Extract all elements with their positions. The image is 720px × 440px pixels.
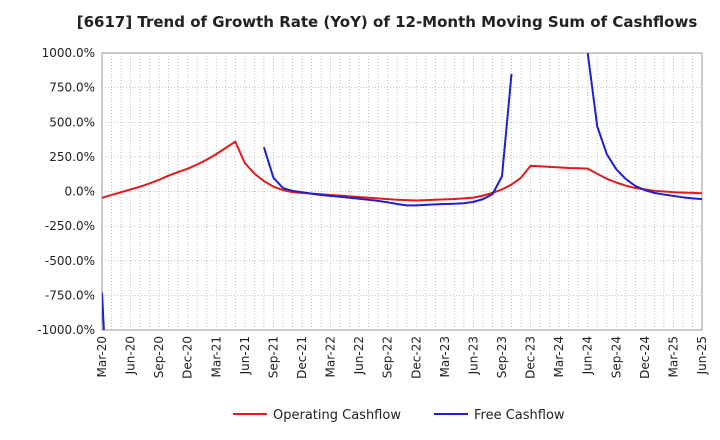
legend-label-operating-cashflow: Operating Cashflow	[273, 408, 401, 423]
y-tick-label: 500.0%	[49, 115, 95, 129]
x-tick-label: Mar-25	[666, 336, 680, 377]
y-tick-label: -1000.0%	[37, 323, 95, 337]
y-tick-label: -500.0%	[45, 254, 95, 268]
y-tick-label: 750.0%	[49, 81, 95, 95]
series-line-free-cashflow	[262, 73, 513, 207]
legend: Operating Cashflow Free Cashflow	[233, 408, 565, 423]
plot-area: 1000.0% 750.0% 500.0% 250.0% 0.0% -250.0% -500…	[37, 46, 709, 379]
legend-label-free-cashflow: Free Cashflow	[474, 408, 565, 423]
x-tick-label: Dec-23	[524, 336, 538, 379]
x-tick-label: Sep-21	[266, 336, 280, 378]
x-tick-label: Sep-23	[495, 336, 509, 378]
x-tick-label: Dec-20	[181, 336, 195, 379]
x-tick-label: Dec-24	[638, 336, 652, 379]
x-tick-label: Jun-23	[466, 336, 480, 375]
x-tick-label: Jun-22	[352, 336, 366, 375]
x-tick-label: Jun-21	[238, 336, 252, 375]
series-line-operating-cashflow	[102, 140, 702, 202]
x-tick-label: Sep-24	[609, 336, 623, 378]
series-line-free-cashflow	[586, 53, 702, 201]
x-tick-label: Mar-22	[324, 336, 338, 377]
y-tick-label: -750.0%	[45, 288, 95, 302]
x-tick-label: Mar-20	[95, 336, 109, 377]
y-tick-label: 1000.0%	[42, 46, 95, 60]
x-tick-label: Jun-25	[695, 336, 709, 375]
x-tick-label: Sep-20	[152, 336, 166, 378]
chart-title: [6617] Trend of Growth Rate (YoY) of 12-…	[77, 13, 698, 31]
series-line-free-cashflow	[102, 292, 105, 330]
x-tick-label: Dec-22	[409, 336, 423, 379]
x-tick-label: Jun-20	[124, 336, 138, 375]
x-tick-label: Mar-24	[552, 336, 566, 377]
x-tick-label: Jun-24	[581, 336, 595, 375]
y-tick-label: 0.0%	[65, 185, 96, 199]
y-tick-label: -250.0%	[45, 219, 95, 233]
x-tick-label: Sep-22	[381, 336, 395, 378]
x-tick-label: Mar-21	[209, 336, 223, 377]
x-tick-label: Mar-23	[438, 336, 452, 377]
x-tick-label: Dec-21	[295, 336, 309, 379]
y-tick-label: 250.0%	[49, 150, 95, 164]
plot-border	[101, 52, 703, 331]
